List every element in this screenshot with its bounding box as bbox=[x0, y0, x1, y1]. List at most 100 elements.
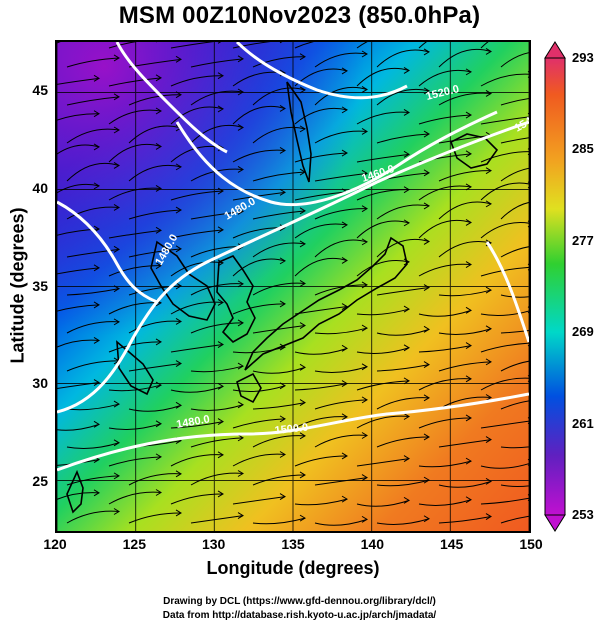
streamline-arrow bbox=[465, 375, 472, 383]
streamline-arrow bbox=[155, 420, 162, 428]
x-tick-label: 140 bbox=[360, 536, 384, 552]
streamline-arrow bbox=[403, 67, 410, 74]
x-tick-label: 145 bbox=[439, 536, 464, 552]
streamline-arrow bbox=[465, 219, 472, 226]
streamline bbox=[314, 366, 368, 373]
streamline bbox=[356, 220, 410, 239]
chart-title: MSM 00Z10Nov2023 (850.0hPa) bbox=[118, 2, 481, 29]
streamline bbox=[190, 437, 244, 448]
streamline-arrow bbox=[217, 187, 224, 195]
streamline bbox=[294, 42, 314, 49]
streamline bbox=[252, 56, 306, 68]
streamline-arrow bbox=[237, 434, 244, 442]
streamline bbox=[57, 304, 100, 312]
streamline bbox=[108, 187, 162, 201]
streamline bbox=[418, 460, 472, 468]
streamline bbox=[438, 328, 492, 335]
streamline-arrow bbox=[279, 415, 286, 423]
streamline-arrow bbox=[361, 86, 368, 93]
streamline bbox=[314, 477, 368, 486]
streamline-arrow bbox=[155, 489, 162, 496]
streamline bbox=[438, 201, 492, 220]
streamline-arrow bbox=[155, 143, 162, 150]
streamline bbox=[66, 442, 120, 449]
streamline bbox=[190, 472, 244, 486]
streamline bbox=[314, 284, 368, 296]
streamline bbox=[438, 361, 492, 372]
x-tick-label: 130 bbox=[201, 536, 226, 552]
streamline-arrow bbox=[403, 344, 410, 352]
streamline bbox=[252, 242, 306, 258]
streamline-arrow bbox=[155, 74, 162, 82]
streamline bbox=[376, 133, 430, 144]
streamline bbox=[128, 94, 182, 106]
streamline-arrow bbox=[155, 338, 162, 346]
streamline bbox=[108, 77, 162, 87]
streamline bbox=[314, 86, 368, 106]
streamline-arrow bbox=[237, 207, 244, 215]
streamline-arrow bbox=[361, 432, 368, 439]
streamline bbox=[418, 69, 472, 87]
streamline-arrow bbox=[93, 110, 100, 118]
streamline bbox=[252, 210, 306, 220]
streamline-arrow bbox=[361, 474, 368, 482]
streamline-arrow bbox=[423, 361, 430, 369]
streamline bbox=[66, 128, 120, 144]
streamline bbox=[418, 378, 472, 391]
streamline bbox=[480, 116, 529, 125]
streamline-arrow bbox=[279, 382, 286, 390]
streamline-arrow bbox=[93, 301, 100, 309]
streamline bbox=[190, 365, 244, 373]
streamline bbox=[57, 113, 100, 121]
streamline bbox=[190, 90, 244, 106]
streamline bbox=[66, 403, 120, 411]
streamline-arrow bbox=[237, 166, 244, 173]
streamline-arrow bbox=[403, 377, 410, 385]
streamline-arrow bbox=[361, 238, 368, 246]
streamline-arrow bbox=[341, 452, 348, 460]
streamline-arrow bbox=[93, 337, 100, 344]
streamline-arrow bbox=[485, 286, 492, 294]
streamline bbox=[438, 92, 492, 106]
streamline bbox=[500, 246, 529, 258]
colorbar-tick-label: 261 bbox=[572, 415, 594, 431]
streamline bbox=[57, 144, 100, 155]
streamline bbox=[314, 434, 368, 448]
streamline bbox=[376, 204, 430, 220]
y-tick-label: 45 bbox=[32, 81, 48, 98]
streamline-arrow bbox=[341, 67, 348, 75]
streamline-arrow bbox=[361, 281, 368, 289]
streamline-arrow bbox=[465, 68, 472, 76]
streamline-arrow bbox=[93, 489, 100, 497]
streamline bbox=[480, 463, 529, 469]
streamline-arrow bbox=[93, 143, 100, 151]
streamline bbox=[376, 518, 430, 525]
streamline-arrow bbox=[237, 88, 244, 96]
streamline bbox=[252, 366, 306, 374]
streamline bbox=[252, 87, 306, 106]
streamline bbox=[356, 380, 410, 391]
streamline bbox=[418, 42, 428, 49]
streamline-arrow bbox=[93, 264, 100, 272]
streamline-arrow bbox=[113, 508, 120, 515]
streamline-arrow bbox=[341, 380, 348, 388]
streamline bbox=[438, 480, 492, 488]
streamline bbox=[500, 446, 529, 449]
streamline bbox=[376, 287, 430, 296]
streamline-arrow bbox=[403, 186, 410, 194]
streamline bbox=[108, 265, 162, 277]
streamline bbox=[314, 130, 368, 144]
streamline-arrow bbox=[423, 433, 430, 441]
streamline-arrow bbox=[341, 149, 348, 157]
streamline-arrow bbox=[361, 128, 368, 135]
streamline bbox=[500, 167, 529, 182]
streamline-arrow bbox=[279, 451, 286, 458]
streamline-arrow bbox=[341, 495, 348, 503]
streamline bbox=[170, 301, 224, 315]
x-tick-label: 125 bbox=[122, 536, 146, 552]
streamline bbox=[480, 310, 529, 316]
streamline-arrow bbox=[279, 188, 286, 196]
streamline bbox=[190, 283, 244, 296]
streamline-arrow bbox=[155, 107, 162, 115]
